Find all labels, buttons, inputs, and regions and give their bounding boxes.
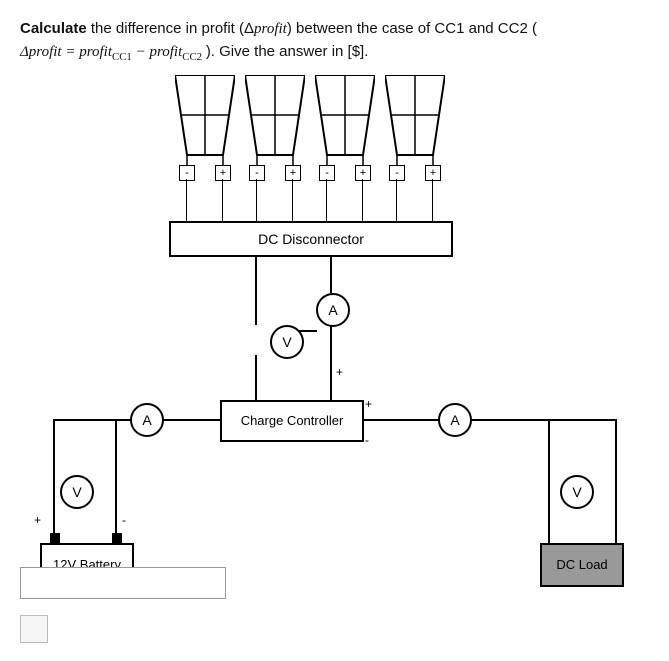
plus-label: + [365, 397, 372, 411]
pv-terminal-pos: + [425, 165, 441, 181]
pv-panel: -+ [315, 75, 375, 170]
wire [53, 419, 75, 421]
wire [255, 355, 257, 400]
battery-terminal [112, 533, 122, 543]
wire [115, 419, 117, 533]
plus-label: + [336, 365, 343, 379]
pv-panel-icon [385, 75, 445, 165]
battery-terminal [50, 533, 60, 543]
ammeter: A [316, 293, 350, 327]
wire [578, 419, 617, 421]
pv-terminal-neg: - [319, 165, 335, 181]
bold-calculate: Calculate [20, 20, 87, 37]
pv-panel-icon [315, 75, 375, 165]
pv-terminal-pos: + [355, 165, 371, 181]
dc-disconnector: DC Disconnector [169, 221, 453, 257]
wire [255, 255, 257, 325]
ammeter: A [130, 403, 164, 437]
minus-label: - [365, 433, 369, 447]
voltmeter: V [60, 475, 94, 509]
submit-button[interactable] [20, 615, 48, 643]
plus-label: + [34, 513, 41, 527]
pv-panel: -+ [385, 75, 445, 170]
pv-terminal-pos: + [215, 165, 231, 181]
voltmeter: V [560, 475, 594, 509]
pv-terminal-neg: - [389, 165, 405, 181]
pv-panel-icon [245, 75, 305, 165]
minus-label: - [122, 513, 126, 527]
voltmeter: V [270, 325, 304, 359]
wire [615, 419, 617, 543]
circuit-diagram: -+-+-+-+DC DisconnectorAVAAVVCharge Cont… [20, 75, 650, 595]
answer-input[interactable] [20, 567, 226, 599]
dc-load: DC Load [540, 543, 624, 587]
question-text: Calculate the difference in profit (Δpro… [20, 18, 649, 65]
wire [53, 419, 55, 533]
pv-terminal-pos: + [285, 165, 301, 181]
pv-panel: -+ [175, 75, 235, 170]
pv-panel: -+ [245, 75, 305, 170]
wire [330, 255, 332, 293]
pv-terminal-neg: - [249, 165, 265, 181]
wire [330, 325, 332, 400]
pv-terminal-neg: - [179, 165, 195, 181]
ammeter: A [438, 403, 472, 437]
formula: Δprofit = profitCC1 − profitCC2 [20, 44, 206, 60]
charge-controller: Charge Controller [220, 400, 364, 442]
pv-panel-icon [175, 75, 235, 165]
wire [548, 419, 550, 543]
